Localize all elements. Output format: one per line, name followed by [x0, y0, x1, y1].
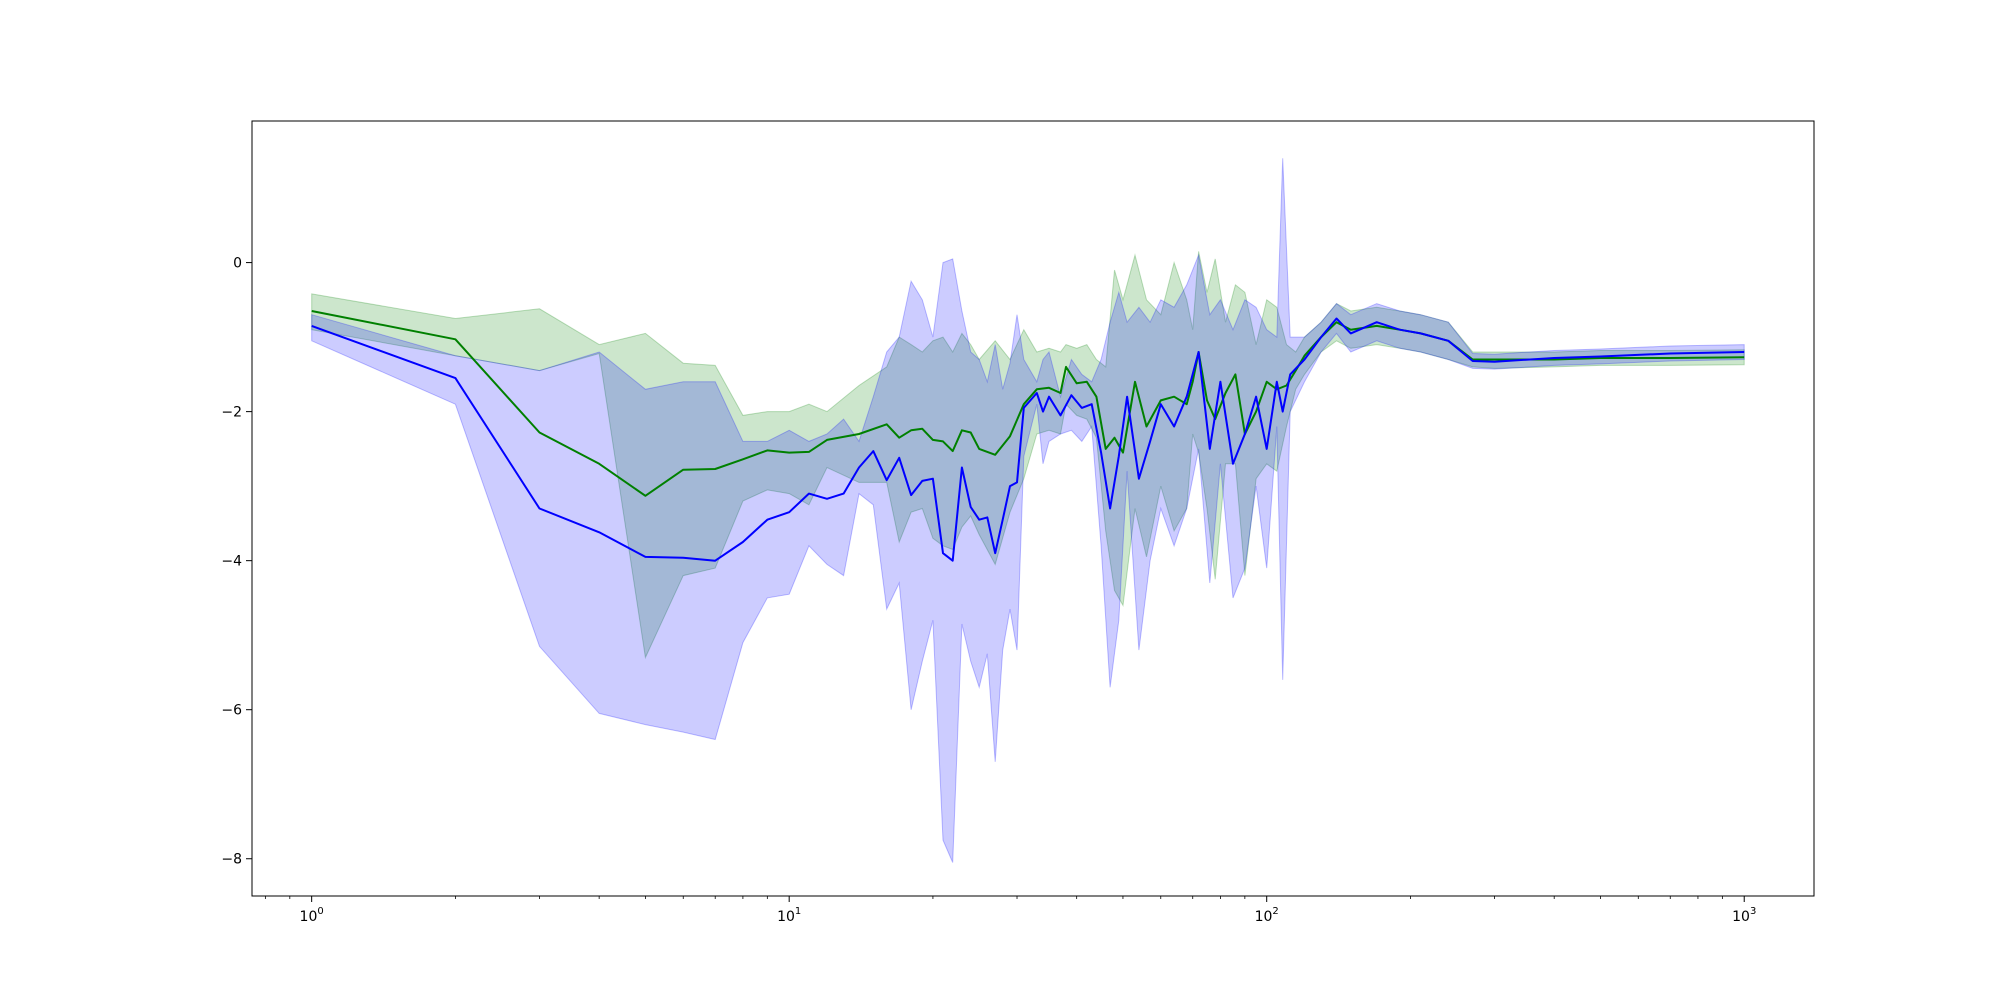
series-1-band [311, 158, 1745, 863]
y-tick-label-4: −8 [221, 852, 242, 868]
plot-frame [251, 120, 1815, 897]
x-tick-label-2: 102 [1255, 906, 1279, 925]
series-0-line [311, 310, 1745, 497]
confidence-bands [311, 158, 1745, 863]
series-0-band [311, 251, 1745, 660]
x-tick-label-0: 100 [300, 906, 324, 925]
y-axis: 0 −2 −4 −6 −8 [221, 256, 252, 868]
x-tick-label-1: 101 [777, 906, 801, 925]
series-lines [311, 310, 1745, 562]
x-axis: 100 101 102 103 [264, 896, 1756, 925]
y-tick-label-1: −2 [221, 405, 242, 421]
x-tick-label-3: 103 [1732, 906, 1756, 925]
y-tick-label-0: 0 [233, 256, 242, 272]
y-tick-label-3: −6 [221, 703, 242, 719]
series-1-line [311, 317, 1745, 562]
y-tick-label-2: −4 [221, 554, 242, 570]
